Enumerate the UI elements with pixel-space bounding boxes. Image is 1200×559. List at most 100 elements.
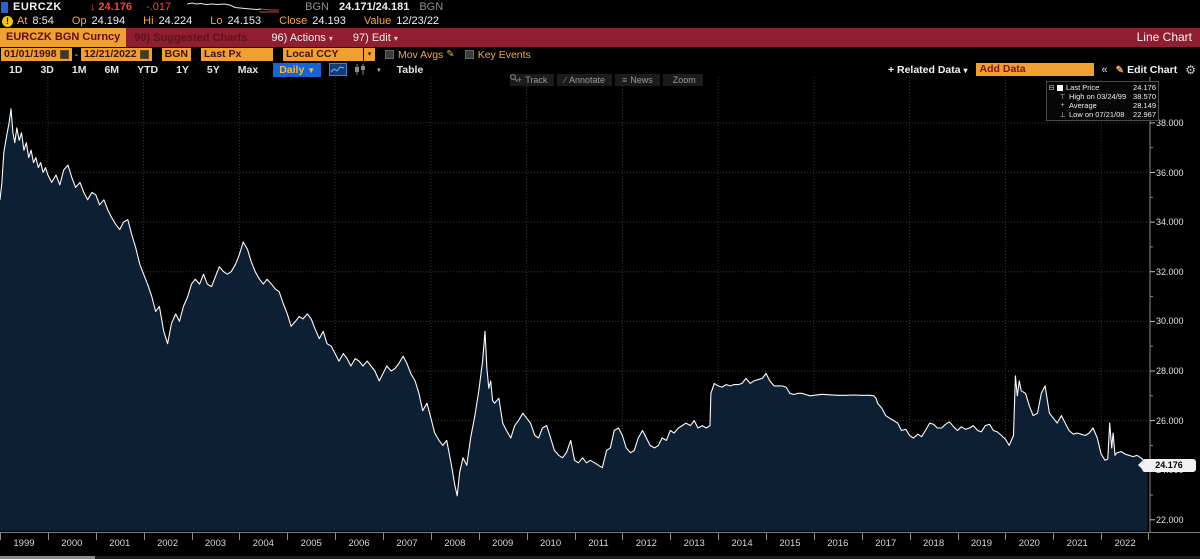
annotate-button[interactable]: ∕ Annotate: [557, 74, 612, 86]
pricing-source-field[interactable]: BGN: [161, 48, 191, 61]
related-data-button[interactable]: + Related Data ▾: [887, 63, 968, 76]
menu-suggested-charts[interactable]: 90) Suggested Charts: [134, 31, 248, 44]
x-axis-year-label: 2010: [539, 538, 562, 549]
key-events-checkbox[interactable]: [464, 50, 474, 59]
y-axis-tick-label: 34.000: [1156, 217, 1184, 227]
period-button-max[interactable]: Max: [237, 63, 259, 76]
x-axis-tick: [0, 533, 1, 540]
menu-actions[interactable]: 96) Actions ▾: [271, 31, 333, 44]
x-axis-year-label: 2022: [1114, 538, 1136, 549]
legend-row-last-price[interactable]: Last Price 24.176: [1049, 83, 1156, 92]
x-axis-tick: [957, 533, 959, 540]
bid-source: BGN: [305, 1, 329, 13]
y-axis-tick-label: 38.000: [1156, 118, 1184, 128]
at-label: At: [17, 15, 28, 27]
period-button-1m[interactable]: 1M: [71, 63, 87, 76]
table-button[interactable]: Table: [396, 63, 424, 76]
frequency-dropdown[interactable]: Daily ▼: [273, 62, 322, 77]
down-arrow-icon: ↓: [89, 1, 96, 13]
candle-chart-type-icon[interactable]: [351, 63, 369, 76]
x-axis-year-label: 2005: [300, 538, 322, 549]
legend-row-low[interactable]: ⊥ Low on 07/21/08 22.967: [1059, 110, 1156, 119]
high-label: Hi: [143, 15, 154, 27]
period-button-1y[interactable]: 1Y: [176, 63, 189, 76]
edit-chart-button[interactable]: ✎ Edit Chart: [1115, 63, 1178, 76]
menu-bar: EURCZK BGN Curncy 90) Suggested Charts 9…: [0, 28, 1200, 47]
x-axis-tick: [622, 533, 624, 540]
period-button-1d[interactable]: 1D: [9, 63, 23, 76]
calendar-icon[interactable]: [59, 50, 69, 59]
high-value: 24.224: [158, 15, 193, 27]
pencil-icon[interactable]: ✎: [446, 49, 455, 60]
price-change: -.017: [146, 1, 172, 13]
scrollbar-thumb[interactable]: [0, 556, 95, 559]
x-axis-year-label: 2014: [731, 538, 753, 549]
plus-icon: +: [517, 75, 523, 85]
currency-dropdown-icon[interactable]: ▾: [363, 48, 375, 61]
date-range-separator: -: [74, 48, 79, 61]
period-button-3d[interactable]: 3D: [40, 63, 54, 76]
news-button[interactable]: ≡ News: [614, 74, 660, 86]
mov-avgs-checkbox[interactable]: [384, 50, 394, 59]
x-axis-tick: [1148, 533, 1149, 540]
area-fill: [0, 108, 1148, 532]
add-data-input[interactable]: Add Data: [975, 63, 1094, 76]
x-axis-year-label: 1999: [13, 538, 35, 549]
currency-selector[interactable]: Local CCY: [282, 48, 363, 61]
x-axis-year-label: 2008: [444, 538, 466, 549]
period-button-6m[interactable]: 6M: [104, 63, 120, 76]
x-axis-year-label: 2004: [252, 538, 274, 549]
track-button[interactable]: + Track: [510, 74, 555, 86]
price-chart[interactable]: +Track ∕Annotate ≡News Zoom 22.00024.000…: [0, 74, 1200, 532]
x-axis-year-label: 2001: [109, 538, 131, 549]
line-chart-type-icon[interactable]: [329, 63, 348, 76]
chart-type-dropdown-icon[interactable]: ▾: [377, 66, 381, 74]
ask-source: BGN: [419, 1, 444, 13]
chevron-down-icon: ▾: [328, 33, 333, 43]
security-chip[interactable]: EURCZK BGN Curncy: [0, 28, 127, 47]
period-button-5y[interactable]: 5Y: [206, 63, 220, 76]
x-axis-tick: [813, 533, 815, 540]
date-to-field[interactable]: 12/21/2022: [81, 48, 152, 61]
news-icon: ≡: [621, 75, 628, 85]
x-axis-tick: [335, 533, 337, 540]
intraday-sparkline: [187, 1, 280, 13]
legend-row-average[interactable]: + Average 28.149: [1049, 101, 1156, 110]
price-field-selector[interactable]: Last Px: [200, 48, 273, 61]
period-button-ytd[interactable]: YTD: [137, 63, 159, 76]
chart-plot[interactable]: [0, 77, 1200, 532]
chart-legend[interactable]: Last Price 24.176 ⊤ High on 03/24/99 38.…: [1046, 81, 1159, 121]
y-axis-tick-label: 22.000: [1156, 515, 1184, 525]
mov-avgs-label[interactable]: Mov Avgs: [397, 48, 444, 61]
menu-edit[interactable]: 97) Edit ▾: [352, 31, 398, 44]
date-from-field[interactable]: 01/01/1998: [1, 48, 72, 61]
x-axis: 1999 2000 2001 2002 2003 2004 2005 2006 2007 2008…: [0, 532, 1200, 559]
x-axis-tick: [430, 533, 432, 540]
x-axis-year-label: 2020: [1018, 538, 1040, 549]
chart-tools: + Track ∕ Annotate ≡ News Zoom: [510, 74, 706, 86]
key-events-label[interactable]: Key Events: [477, 48, 531, 61]
gear-icon[interactable]: ⚙: [1185, 62, 1196, 77]
average-marker-icon: +: [1060, 102, 1065, 109]
calendar-icon[interactable]: [139, 50, 149, 59]
x-axis-tick: [861, 533, 863, 540]
x-axis-tick: [47, 533, 49, 540]
last-price-square-icon: [1057, 84, 1063, 91]
zoom-button[interactable]: Zoom: [510, 74, 703, 86]
horizontal-scrollbar[interactable]: [0, 556, 1200, 559]
x-axis-tick: [191, 533, 193, 540]
x-axis-tick: [574, 533, 576, 540]
close-value: 24.193: [312, 15, 346, 27]
x-axis-year-label: 2015: [779, 538, 801, 549]
low-value: 24.153: [227, 15, 262, 27]
collapse-panel-button[interactable]: «: [1101, 63, 1108, 76]
alert-icon[interactable]: !: [2, 15, 13, 27]
legend-collapse-icon[interactable]: [1049, 85, 1054, 90]
x-axis-year-label: 2017: [875, 538, 897, 549]
x-axis-year-label: 2009: [492, 538, 514, 549]
x-axis-year-label: 2013: [683, 538, 705, 549]
x-axis-year-label: 2019: [970, 538, 993, 549]
legend-row-high[interactable]: ⊤ High on 03/24/99 38.570: [1059, 92, 1156, 101]
x-axis-tick: [383, 533, 384, 540]
